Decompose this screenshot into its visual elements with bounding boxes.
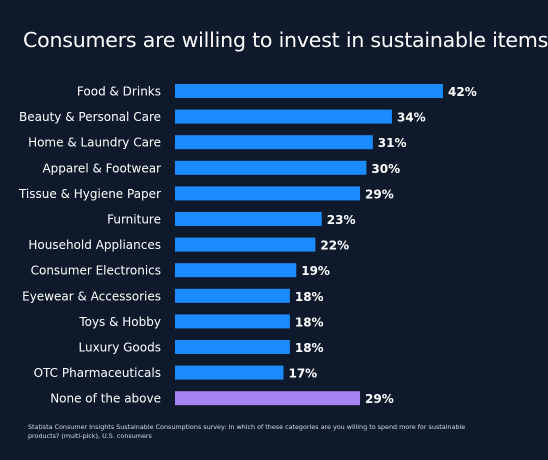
category-label: Furniture <box>107 213 161 227</box>
category-label: Tissue & Hygiene Paper <box>18 187 161 201</box>
category-label: Consumer Electronics <box>31 264 161 278</box>
chart-title: Consumers are willing to invest in susta… <box>23 28 548 52</box>
bar <box>175 365 284 380</box>
value-label: 22% <box>320 239 349 253</box>
bar <box>175 186 361 201</box>
value-label: 34% <box>397 111 426 125</box>
value-label: 31% <box>378 136 407 150</box>
value-label: 29% <box>365 392 394 406</box>
bar <box>175 288 290 303</box>
category-label: Beauty & Personal Care <box>19 110 161 124</box>
bar <box>175 340 290 354</box>
category-label: None of the above <box>50 392 161 406</box>
bar <box>175 84 443 98</box>
category-label: Household Appliances <box>28 238 161 252</box>
value-label: 19% <box>301 264 330 278</box>
value-label: 42% <box>448 85 477 99</box>
bar <box>175 109 392 124</box>
value-label: 23% <box>327 213 356 227</box>
source-footnote: Statista Consumer Insights Sustainable C… <box>28 423 466 440</box>
value-label: 18% <box>295 290 324 304</box>
bar <box>175 314 290 329</box>
bar <box>175 391 361 406</box>
bar-chart: Food & Drinks 42% Beauty & Personal Care 34… <box>18 84 477 406</box>
bar <box>175 263 297 278</box>
bar <box>175 237 316 252</box>
category-label: Eyewear & Accessories <box>22 289 161 303</box>
category-label: Food & Drinks <box>77 85 161 99</box>
bar <box>175 160 367 175</box>
category-label: OTC Pharmaceuticals <box>34 366 161 380</box>
category-label: Apparel & Footwear <box>42 161 161 175</box>
value-label: 18% <box>295 315 324 329</box>
category-label: Toys & Hobby <box>78 315 161 329</box>
category-label: Home & Laundry Care <box>28 136 161 150</box>
value-label: 18% <box>295 341 324 355</box>
category-label: Luxury Goods <box>79 341 162 355</box>
value-label: 17% <box>288 367 317 381</box>
bar <box>175 135 373 150</box>
bar <box>175 212 322 226</box>
value-label: 29% <box>365 187 394 201</box>
value-label: 30% <box>371 162 400 176</box>
